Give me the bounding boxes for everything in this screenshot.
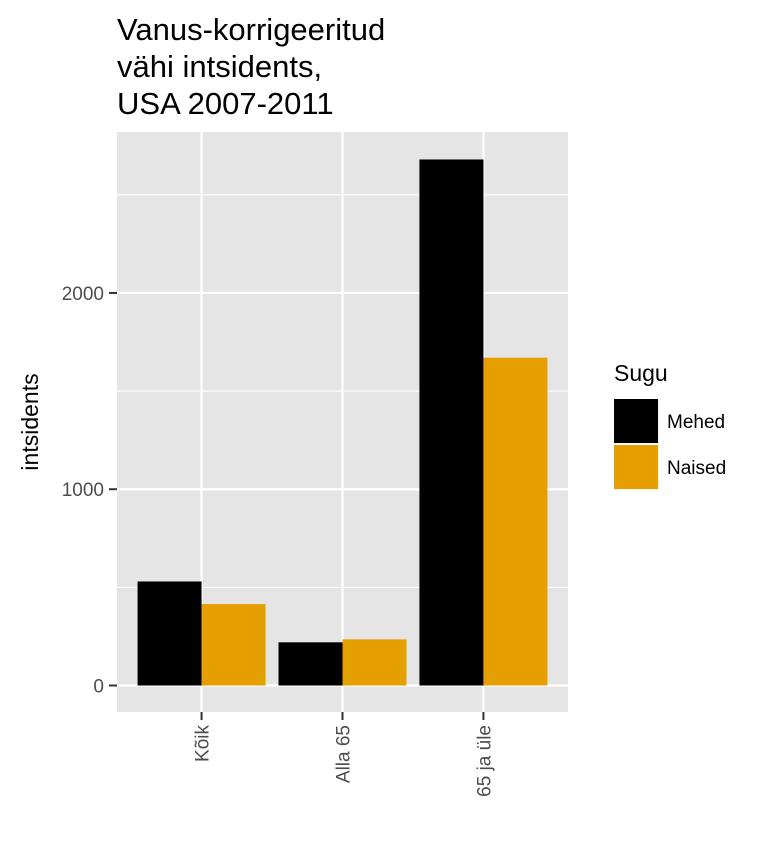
legend-label-mehed: Mehed [667,412,725,433]
bar-naised-1 [342,639,407,686]
x-tick-label-2: 65 ja üle [474,725,495,797]
y-tick-label-2: 2000 [62,284,104,305]
y-axis-title: intsidents [17,373,43,470]
legend: Sugu Mehed Naised [614,360,726,490]
title-line-3: USA 2007-2011 [117,86,334,121]
chart-title: Vanus-korrigeeritud vähi intsidents, USA… [117,12,385,121]
bar-mehed-2 [419,159,484,686]
y-tick-label-0: 0 [93,677,104,698]
x-axis: Kõik Alla 65 65 ja üle [193,712,495,797]
title-line-2: vähi intsidents, [117,49,322,84]
y-tick-label-1: 1000 [62,480,104,501]
legend-swatch-naised [614,445,658,489]
bar-naised-0 [201,604,266,686]
title-line-1: Vanus-korrigeeritud [117,12,385,47]
bar-naised-2 [483,357,548,686]
legend-swatch-mehed [614,399,658,443]
bars [137,159,548,686]
x-tick-label-1: Alla 65 [334,725,355,783]
legend-label-naised: Naised [667,458,726,479]
y-axis: 0 1000 2000 [62,284,117,698]
bar-mehed-0 [137,581,202,686]
bar-mehed-1 [278,642,343,686]
legend-title: Sugu [614,360,668,386]
x-tick-label-0: Kõik [193,725,214,762]
